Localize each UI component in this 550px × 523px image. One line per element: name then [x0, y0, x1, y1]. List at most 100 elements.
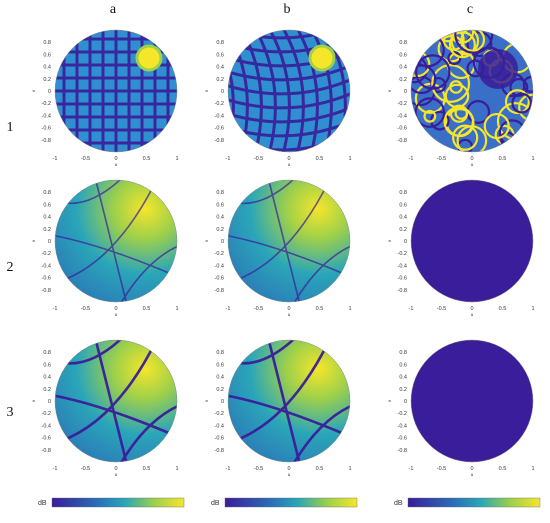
panel-1a: -1 -0.5 0 0.5 1 0.8 0.6 0.4 0.2 0 -0.2 -0.4 -0.6 -0.8…: [31, 29, 179, 167]
x-axis-label: u: [288, 162, 291, 167]
x-tick-label: -0.5: [254, 156, 263, 162]
y-tick-label: 0.2: [216, 387, 224, 393]
y-tick-label: 0.8: [216, 190, 224, 196]
colorbar-a: dB: [38, 497, 185, 508]
y-tick-label: -0.4: [398, 263, 407, 269]
x-tick-label: -0.5: [437, 156, 446, 162]
x-tick-label: 0.5: [499, 466, 507, 472]
colorbar-unit-label: dB: [211, 500, 220, 507]
x-tick-label: 0: [470, 306, 473, 312]
y-tick-label: 0.6: [399, 202, 407, 208]
x-tick-label: -0.5: [81, 156, 90, 162]
colorbar-b: dB: [211, 497, 358, 508]
x-tick-label: 0: [470, 466, 473, 472]
y-tick-label: 0: [221, 89, 224, 95]
y-tick-label: 0.2: [43, 387, 51, 393]
x-tick-label: -1: [226, 466, 231, 472]
y-axis-label: v: [387, 399, 392, 402]
beam-pattern-disk: [228, 30, 350, 152]
y-tick-label: -0.8: [42, 288, 51, 294]
y-axis-label: v: [204, 239, 209, 242]
x-axis-label: u: [288, 312, 291, 317]
y-tick-label: 0.4: [399, 215, 407, 221]
y-tick-label: 0.8: [43, 350, 51, 356]
y-tick-label: -0.6: [215, 436, 224, 442]
x-tick-label: 0: [470, 156, 473, 162]
y-tick-label: 0.8: [43, 190, 51, 196]
x-tick-label: 0.5: [499, 156, 507, 162]
panel-1b: -1 -0.5 0 0.5 1 0.8 0.6 0.4 0.2 0 -0.2 -0.4 -0.6 -0.8…: [204, 29, 352, 167]
colorbar-unit-label: dB: [394, 500, 403, 507]
y-tick-label: 0: [404, 239, 407, 245]
y-tick-label: -0.2: [42, 251, 51, 257]
x-tick-label: 1: [175, 306, 178, 312]
x-tick-label: -1: [409, 306, 414, 312]
x-tick-label: 0.5: [143, 466, 151, 472]
y-tick-label: -0.2: [215, 101, 224, 107]
y-tick-label: -0.8: [42, 138, 51, 144]
y-tick-label: -0.6: [398, 276, 407, 282]
y-tick-label: 0: [404, 89, 407, 95]
beam-pattern-disk: [411, 30, 533, 152]
y-tick-label: 0: [48, 239, 51, 245]
x-tick-label: -1: [53, 156, 58, 162]
panel-2b: -1 -0.5 0 0.5 1 0.8 0.6 0.4 0.2 0 -0.2 -0.4 -0.6 -0.8…: [204, 179, 352, 317]
x-tick-label: 0: [114, 306, 117, 312]
y-tick-label: -0.4: [398, 423, 407, 429]
x-tick-label: -0.5: [437, 466, 446, 472]
panel-3b: -1 -0.5 0 0.5 1 0.8 0.6 0.4 0.2 0 -0.2 -0.4 -0.6 -0.8…: [204, 339, 352, 477]
x-tick-label: 1: [348, 306, 351, 312]
x-tick-label: -0.5: [254, 466, 263, 472]
y-tick-label: 0.6: [216, 202, 224, 208]
y-axis-label: v: [387, 89, 392, 92]
x-axis-label: u: [115, 472, 118, 477]
x-axis-label: u: [471, 162, 474, 167]
y-tick-label: 0.8: [216, 40, 224, 46]
y-tick-label: 0.2: [43, 77, 51, 83]
y-tick-label: 0.6: [43, 362, 51, 368]
y-tick-label: 0: [48, 89, 51, 95]
y-tick-label: 0: [48, 399, 51, 405]
beam-pattern-disk: [55, 180, 177, 302]
y-tick-label: -0.2: [398, 251, 407, 257]
beam-pattern-disk: [411, 340, 533, 462]
x-tick-label: 1: [531, 466, 534, 472]
y-tick-label: 0.2: [216, 227, 224, 233]
y-tick-label: 0.4: [216, 375, 224, 381]
y-tick-label: -0.2: [215, 411, 224, 417]
y-tick-label: 0.6: [43, 52, 51, 58]
beam-pattern-disk: [411, 180, 533, 302]
y-axis-label: v: [31, 239, 36, 242]
y-tick-label: -0.6: [398, 436, 407, 442]
y-axis-label: v: [387, 239, 392, 242]
panel-3a: -1 -0.5 0 0.5 1 0.8 0.6 0.4 0.2 0 -0.2 -0.4 -0.6 -0.8…: [31, 339, 179, 477]
y-tick-label: 0.6: [216, 52, 224, 58]
column-label-a: a: [109, 2, 117, 17]
x-tick-label: -0.5: [81, 466, 90, 472]
y-tick-label: -0.6: [42, 126, 51, 132]
y-tick-label: 0.6: [399, 362, 407, 368]
y-tick-label: -0.2: [398, 101, 407, 107]
y-tick-label: 0: [221, 399, 224, 405]
x-axis-label: u: [288, 472, 291, 477]
panel-2a: -1 -0.5 0 0.5 1 0.8 0.6 0.4 0.2 0 -0.2 -0.4 -0.6 -0.8…: [31, 179, 179, 317]
panel-1c: -1 -0.5 0 0.5 1 0.8 0.6 0.4 0.2 0 -0.2 -0.4 -0.6 -0.8…: [387, 29, 535, 167]
x-tick-label: -0.5: [81, 306, 90, 312]
row-label-3: 3: [6, 405, 14, 420]
y-tick-label: 0.8: [399, 350, 407, 356]
x-tick-label: 1: [175, 466, 178, 472]
y-tick-label: -0.4: [398, 113, 407, 119]
x-tick-label: 0.5: [499, 306, 507, 312]
y-tick-label: 0.6: [216, 362, 224, 368]
y-tick-label: -0.8: [398, 138, 407, 144]
y-tick-label: 0.6: [399, 52, 407, 58]
x-tick-label: 0.5: [316, 156, 324, 162]
x-tick-label: 0.5: [316, 466, 324, 472]
x-tick-label: 0: [114, 156, 117, 162]
x-tick-label: 0: [114, 466, 117, 472]
x-tick-label: 0.5: [143, 306, 151, 312]
y-tick-label: 0.8: [216, 350, 224, 356]
y-tick-label: -0.2: [42, 101, 51, 107]
y-tick-label: -0.8: [398, 288, 407, 294]
row-label-2: 2: [6, 260, 14, 275]
